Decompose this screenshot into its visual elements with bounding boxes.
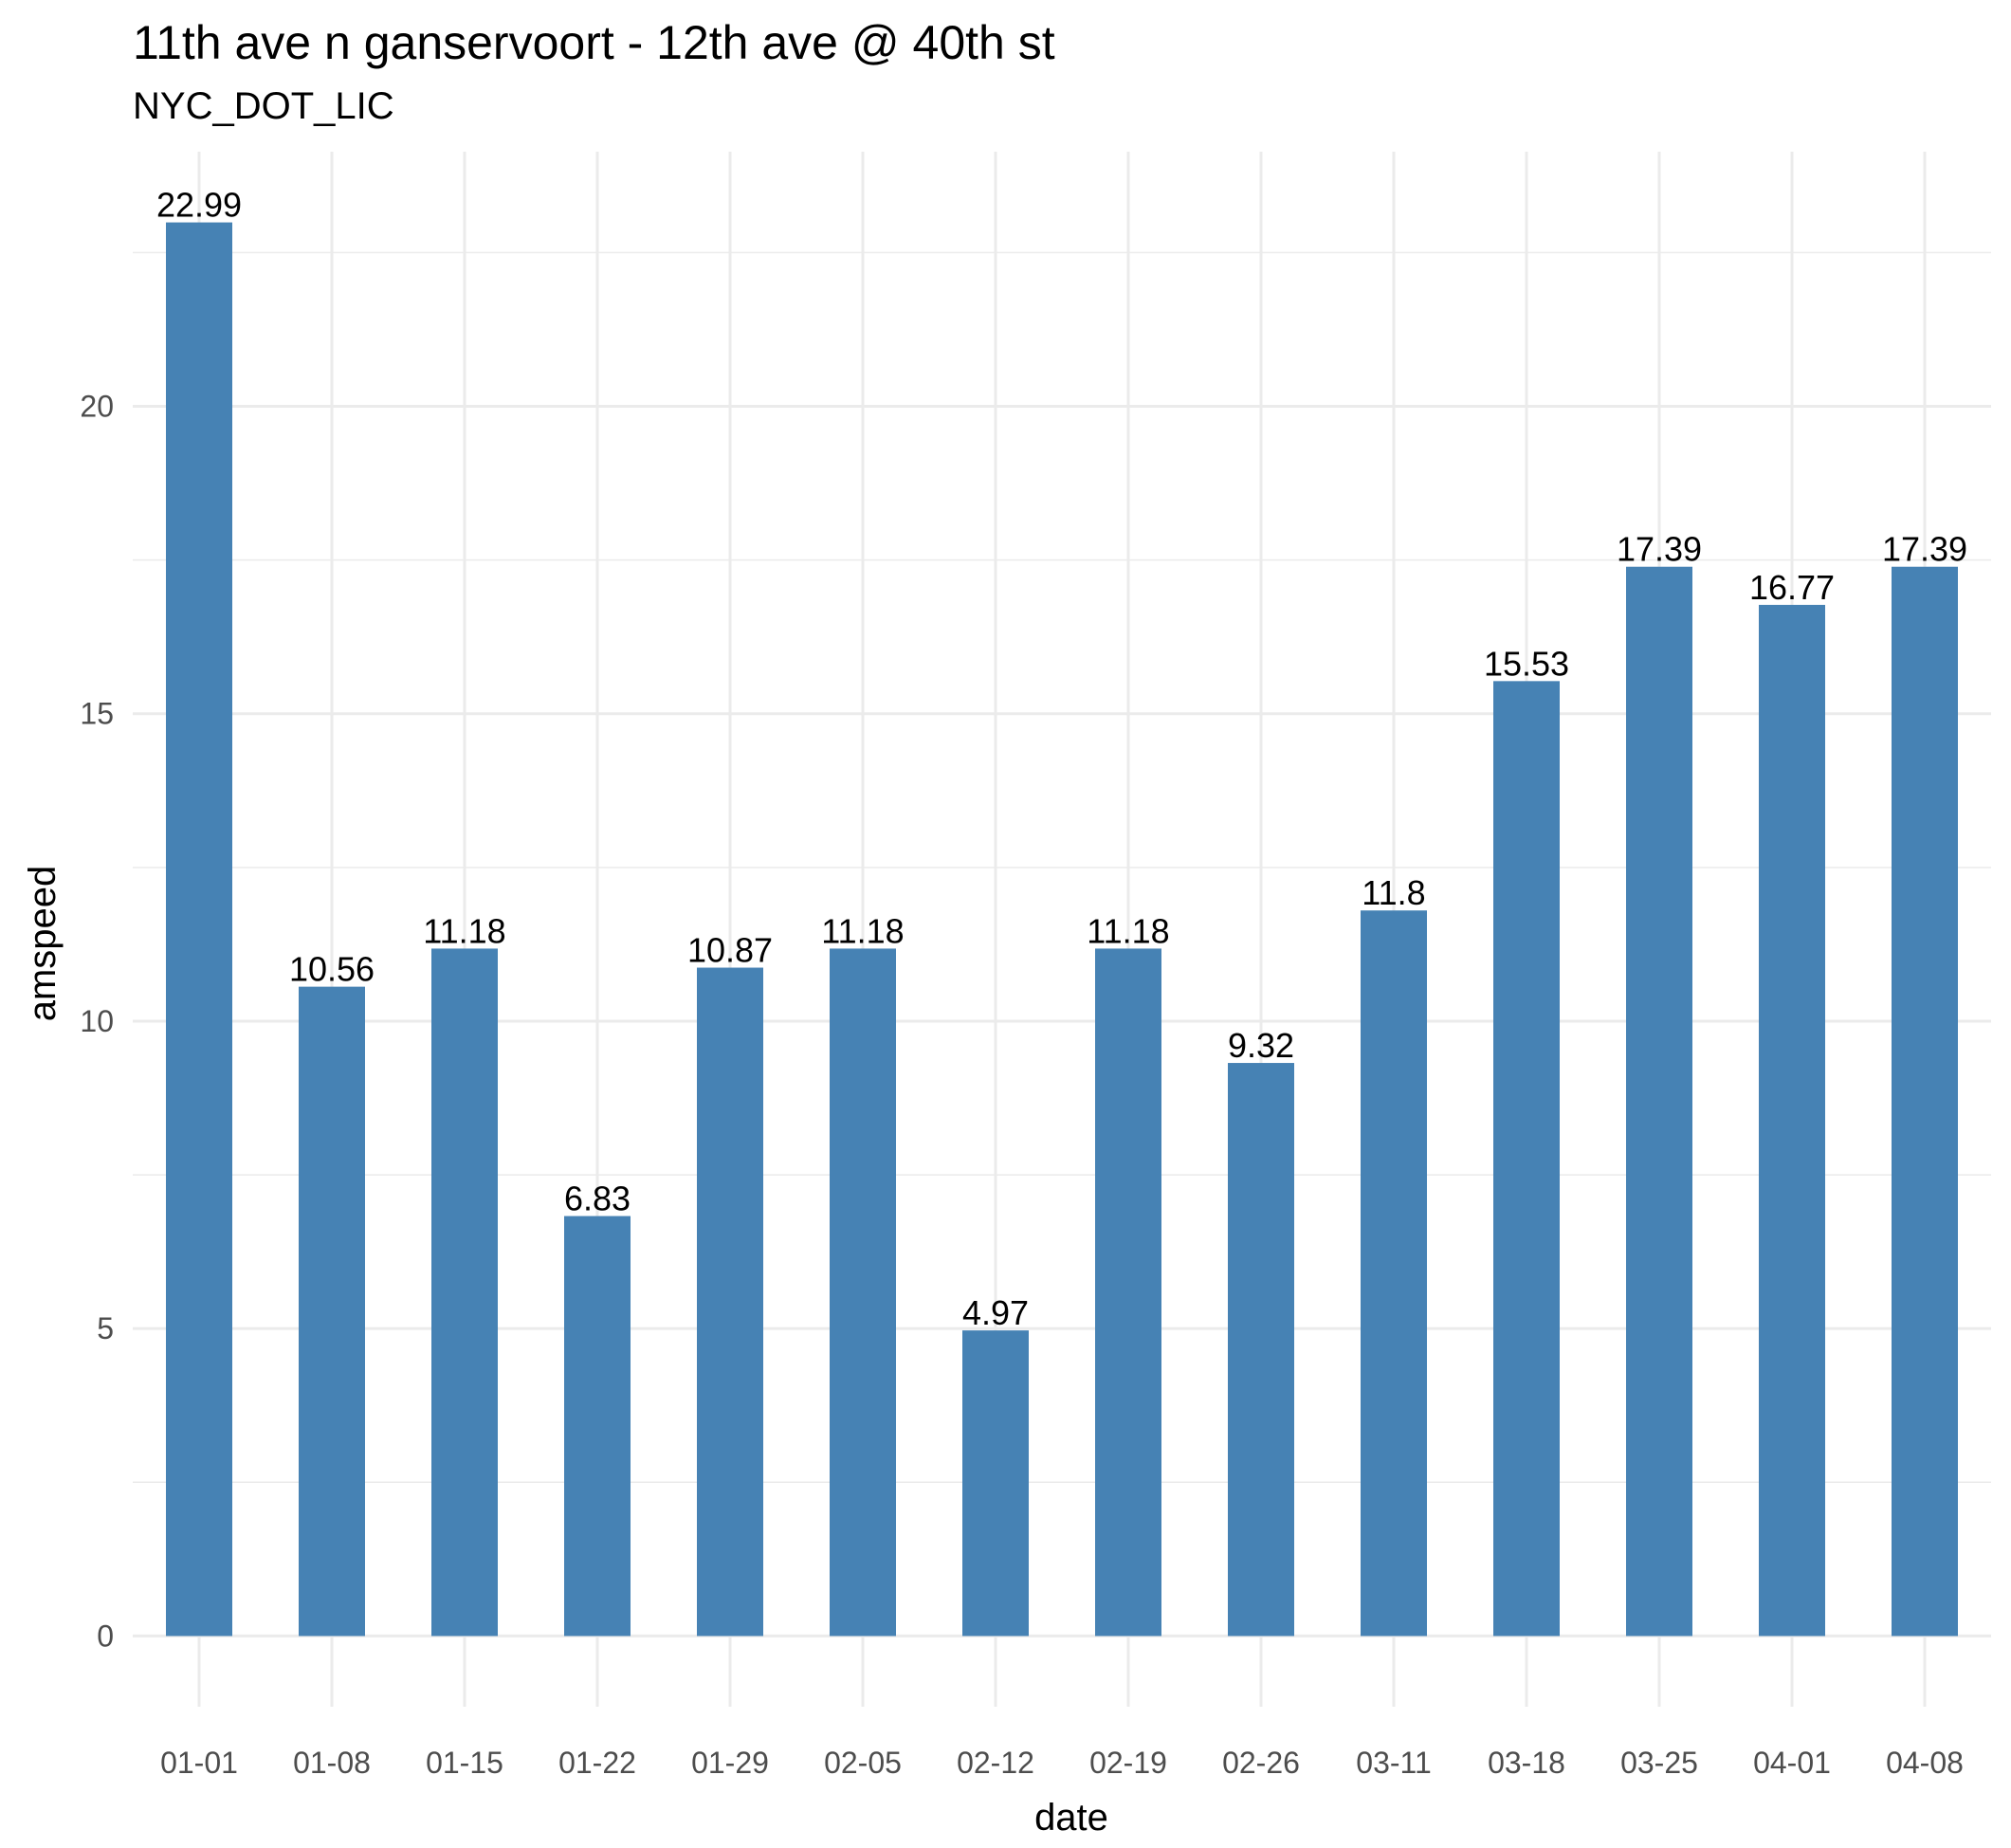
bar [1626,566,1692,1637]
x-tick-label: 01-22 [558,1746,636,1780]
x-tick-label: 01-15 [426,1746,503,1780]
y-tick-label: 0 [97,1619,114,1653]
bar [962,1330,1029,1637]
data-label: 10.87 [687,931,773,970]
x-tick-label: 03-11 [1356,1746,1431,1780]
bar [697,967,763,1637]
data-label: 16.77 [1749,568,1835,607]
data-label: 22.99 [156,186,242,225]
x-tick-label: 03-25 [1620,1746,1698,1780]
x-tick-label: 02-26 [1222,1746,1300,1780]
bar [1361,910,1427,1637]
x-tick-label: 02-12 [957,1746,1034,1780]
bar [1493,681,1560,1637]
data-label: 4.97 [962,1293,1029,1332]
data-label: 11.8 [1362,873,1425,912]
bar [1892,566,1958,1637]
x-tick-label: 01-01 [160,1746,238,1780]
bar [1759,604,1825,1637]
bar [431,948,498,1637]
chart-subtitle: NYC_DOT_LIC [133,85,394,127]
data-label: 17.39 [1617,530,1702,569]
y-tick-labels: 0 5 10 15 20 [80,389,114,1653]
data-label: 17.39 [1882,530,1967,569]
bar [564,1216,631,1637]
data-label: 11.18 [821,911,904,950]
data-label: 6.83 [564,1180,631,1218]
x-tick-label: 01-29 [691,1746,769,1780]
data-label: 10.56 [289,950,375,989]
bar [1228,1063,1294,1637]
y-tick-label: 20 [80,389,114,423]
x-tick-label: 02-05 [824,1746,902,1780]
x-tick-label: 02-19 [1089,1746,1167,1780]
y-tick-label: 5 [97,1311,114,1345]
y-axis-title: amspeed [22,866,64,1022]
bar [1095,948,1161,1637]
x-tick-label: 04-08 [1886,1746,1964,1780]
chart-title: 11th ave n ganservoort - 12th ave @ 40th… [133,16,1055,69]
y-tick-label: 15 [80,697,114,731]
data-label: 11.18 [1087,911,1169,950]
data-label: 15.53 [1484,644,1569,683]
data-labels: 22.99 10.56 11.18 6.83 10.87 11.18 4.97 11.18 9.… [156,186,1967,1333]
data-label: 11.18 [423,911,505,950]
grid-lines [133,152,1991,1707]
x-axis-title: date [1034,1797,1108,1839]
bar [166,222,232,1637]
bars [166,222,1958,1637]
y-tick-label: 10 [80,1004,114,1038]
data-label: 9.32 [1228,1026,1294,1065]
x-tick-labels: 01-01 01-08 01-15 01-22 01-29 02-05 02-12 02-19… [160,1746,1964,1780]
x-tick-label: 03-18 [1488,1746,1565,1780]
bar [830,948,896,1637]
x-tick-label: 04-01 [1753,1746,1831,1780]
x-tick-label: 01-08 [293,1746,371,1780]
bar [299,986,365,1637]
